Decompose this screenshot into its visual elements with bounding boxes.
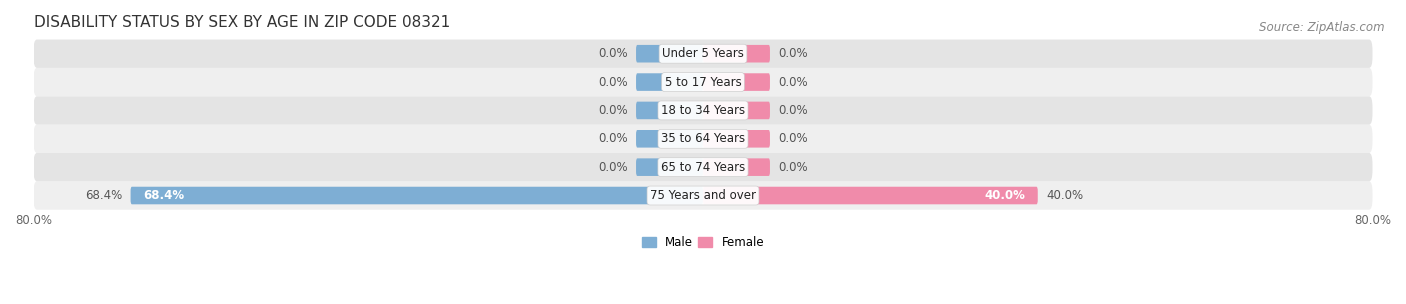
FancyBboxPatch shape — [34, 125, 1372, 153]
Text: 0.0%: 0.0% — [779, 76, 808, 88]
Text: 75 Years and over: 75 Years and over — [650, 189, 756, 202]
FancyBboxPatch shape — [636, 130, 703, 147]
FancyBboxPatch shape — [703, 73, 770, 91]
FancyBboxPatch shape — [34, 96, 1372, 125]
Text: 35 to 64 Years: 35 to 64 Years — [661, 132, 745, 145]
Text: 40.0%: 40.0% — [984, 189, 1025, 202]
Text: 65 to 74 Years: 65 to 74 Years — [661, 161, 745, 174]
Text: DISABILITY STATUS BY SEX BY AGE IN ZIP CODE 08321: DISABILITY STATUS BY SEX BY AGE IN ZIP C… — [34, 15, 450, 30]
Text: 0.0%: 0.0% — [598, 132, 627, 145]
FancyBboxPatch shape — [34, 153, 1372, 181]
FancyBboxPatch shape — [636, 73, 703, 91]
Text: 0.0%: 0.0% — [598, 104, 627, 117]
FancyBboxPatch shape — [703, 130, 770, 147]
FancyBboxPatch shape — [34, 181, 1372, 210]
Text: 0.0%: 0.0% — [779, 161, 808, 174]
FancyBboxPatch shape — [703, 158, 770, 176]
FancyBboxPatch shape — [34, 68, 1372, 96]
FancyBboxPatch shape — [636, 158, 703, 176]
Text: 0.0%: 0.0% — [779, 132, 808, 145]
FancyBboxPatch shape — [636, 45, 703, 63]
Text: 0.0%: 0.0% — [598, 161, 627, 174]
FancyBboxPatch shape — [636, 102, 703, 119]
Text: 5 to 17 Years: 5 to 17 Years — [665, 76, 741, 88]
FancyBboxPatch shape — [34, 40, 1372, 68]
Text: Under 5 Years: Under 5 Years — [662, 47, 744, 60]
FancyBboxPatch shape — [703, 45, 770, 63]
Text: 0.0%: 0.0% — [779, 104, 808, 117]
Legend: Male, Female: Male, Female — [637, 231, 769, 254]
FancyBboxPatch shape — [703, 187, 1038, 204]
Text: 68.4%: 68.4% — [84, 189, 122, 202]
FancyBboxPatch shape — [131, 187, 703, 204]
Text: Source: ZipAtlas.com: Source: ZipAtlas.com — [1260, 21, 1385, 34]
Text: 18 to 34 Years: 18 to 34 Years — [661, 104, 745, 117]
Text: 0.0%: 0.0% — [598, 76, 627, 88]
FancyBboxPatch shape — [703, 102, 770, 119]
Text: 0.0%: 0.0% — [779, 47, 808, 60]
Text: 0.0%: 0.0% — [598, 47, 627, 60]
Text: 68.4%: 68.4% — [143, 189, 184, 202]
Text: 40.0%: 40.0% — [1046, 189, 1083, 202]
